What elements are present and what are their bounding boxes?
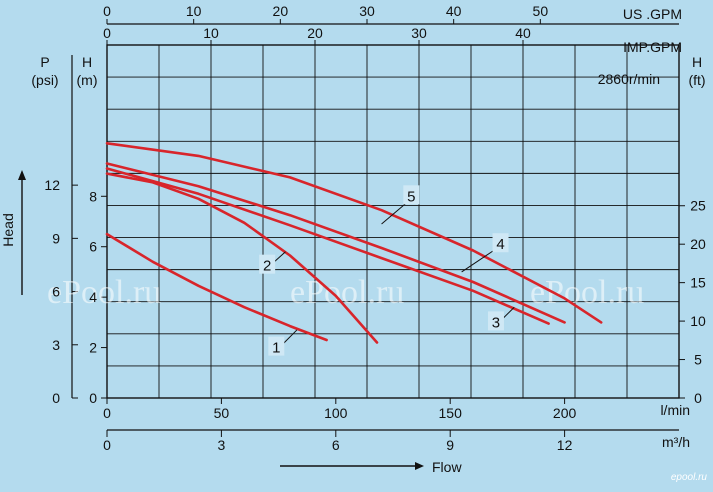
series-curve-1: [105, 232, 328, 342]
watermark-layer: ePool.ru ePool.ru ePool.ru epool.ru: [47, 274, 707, 483]
callout-box-3: [487, 311, 504, 331]
y-ft-tick-label: 5: [694, 352, 702, 368]
y-psi-tick-label: 9: [52, 230, 60, 246]
y-m-unit: (m): [77, 72, 98, 88]
watermark-text: ePool.ru: [290, 274, 404, 311]
x-lmin-tick-label: 0: [103, 405, 111, 421]
x-usgpm-tick-label: 20: [273, 3, 289, 19]
y-psi-tick-label: 12: [44, 177, 60, 193]
x-lmin-tick-label: 150: [439, 405, 463, 421]
y-psi-unit: (psi): [31, 72, 58, 88]
x-lmin-label: l/min: [660, 402, 690, 418]
y-ft-unit: (ft): [688, 72, 705, 88]
y-m-label: H: [82, 54, 92, 70]
y-m-tick-label: 2: [89, 340, 97, 356]
x-lmin-tick-label: 100: [324, 405, 348, 421]
x-usgpm-tick-label: 0: [103, 3, 111, 19]
y-axis-title: Head: [0, 213, 16, 246]
x-m3h-tick-label: 3: [218, 437, 226, 453]
y-ft-tick-label: 25: [690, 198, 706, 214]
y-ft-tick-label: 15: [690, 275, 706, 291]
callout-box-4: [492, 233, 509, 253]
callout-label-3: 3: [492, 314, 500, 331]
x-usgpm-tick-label: 40: [446, 3, 462, 19]
callout-label-4: 4: [496, 236, 504, 253]
y-m-tick-label: 6: [89, 239, 97, 255]
y-psi-tick-label: 3: [52, 337, 60, 353]
callout-label-5: 5: [407, 188, 415, 205]
watermark-text: ePool.ru: [47, 274, 161, 311]
series-curve-4: [105, 162, 566, 324]
y-m-tick-label: 8: [89, 188, 97, 204]
plot-frame: [106, 44, 680, 399]
x-usgpm-tick-label: 30: [359, 3, 375, 19]
x-impgpm-tick-label: 10: [203, 25, 219, 41]
y-ft-label: H: [692, 54, 702, 70]
x-impgpm-tick-label: 20: [307, 25, 323, 41]
y-ft-tick-label: 20: [690, 236, 706, 252]
x-lmin-tick-label: 50: [214, 405, 230, 421]
callout-label-2: 2: [263, 258, 271, 275]
x-m3h-tick-label: 12: [557, 437, 573, 453]
callout-box-5: [403, 185, 420, 205]
x-m3h-tick-label: 9: [446, 437, 454, 453]
x-axis-title: Flow: [432, 459, 462, 475]
y-m-tick-label: 4: [89, 289, 97, 305]
x-impgpm-tick-label: 0: [103, 25, 111, 41]
y-psi-label: P: [40, 54, 49, 70]
x-lmin-tick-label: 200: [553, 405, 577, 421]
x-usgpm-label: US .GPM: [623, 6, 682, 22]
x-usgpm-tick-label: 10: [186, 3, 202, 19]
y-psi-tick-label: 0: [52, 390, 60, 406]
corner-logo: epool.ru: [671, 472, 708, 483]
x-m3h-label: m³/h: [662, 434, 690, 450]
series-curve-5: [105, 142, 603, 324]
series-layer: [105, 142, 603, 344]
x-impgpm-tick-label: 40: [515, 25, 531, 41]
callout-box-2: [259, 254, 276, 274]
x-usgpm-tick-label: 50: [533, 3, 549, 19]
x-m3h-tick-label: 6: [332, 437, 340, 453]
y-psi-tick-label: 6: [52, 284, 60, 300]
series-curve-3: [105, 167, 550, 325]
grid-layer: [18, 19, 685, 470]
x-impgpm-tick-label: 30: [411, 25, 427, 41]
callout-box-1: [268, 336, 285, 356]
speed-note: 2860r/min: [598, 71, 660, 87]
flow-arrow-head: [415, 462, 424, 470]
callout-label-1: 1: [272, 340, 280, 357]
watermark-text: ePool.ru: [530, 274, 644, 311]
y-ft-tick-label: 10: [690, 313, 706, 329]
head-arrow-head: [18, 170, 26, 180]
y-m-tick-label: 0: [89, 390, 97, 406]
y-ft-tick-label: 0: [694, 390, 702, 406]
x-m3h-tick-label: 0: [103, 437, 111, 453]
x-impgpm-label: IMP.GPM: [623, 39, 682, 55]
